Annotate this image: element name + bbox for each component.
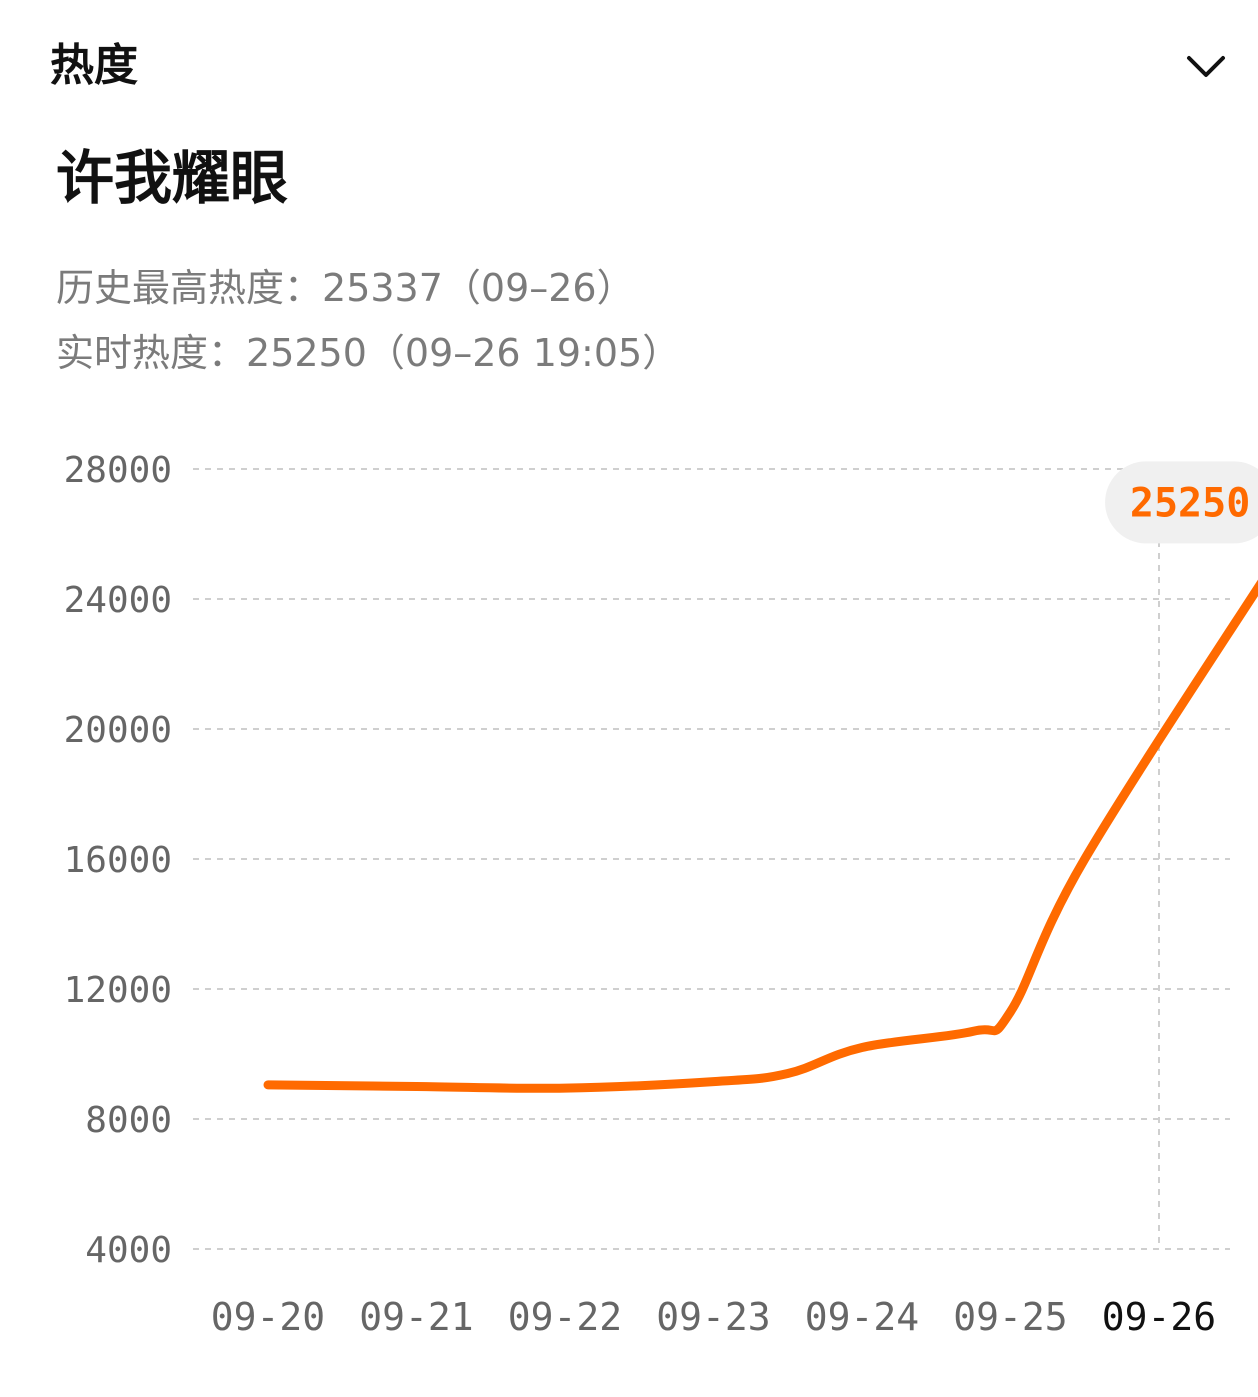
y-tick-label: 12000	[64, 970, 172, 1011]
live-heat-value: 25250	[246, 331, 367, 375]
value-badge	[1105, 461, 1258, 544]
x-tick-label: 09-25	[953, 1295, 1067, 1339]
peak-heat-label: 历史最高热度：	[56, 266, 323, 310]
chevron-down-icon	[1187, 56, 1225, 77]
peak-heat-stat: 历史最高热度：25337（09–26）	[56, 262, 635, 314]
y-tick-label: 24000	[64, 580, 172, 621]
x-tick-label: 09-22	[508, 1295, 622, 1339]
peak-heat-date: （09–26）	[442, 266, 635, 310]
y-tick-label: 4000	[85, 1230, 172, 1271]
x-tick-label: 09-26	[1102, 1295, 1216, 1339]
section-label: 热度	[50, 40, 138, 91]
x-tick-label: 09-23	[656, 1295, 770, 1339]
y-tick-label: 8000	[85, 1100, 172, 1141]
x-tick-label: 09-21	[359, 1295, 473, 1339]
topic-title: 许我耀眼	[56, 144, 289, 212]
heat-series-line	[263, 579, 1258, 1093]
live-heat-stat: 实时热度：25250（09–26 19:05）	[56, 327, 680, 379]
value-badge-label: 25250	[1130, 480, 1250, 526]
y-tick-label: 20000	[64, 710, 172, 751]
collapse-button[interactable]	[1180, 46, 1232, 86]
y-tick-label: 16000	[64, 840, 172, 881]
live-heat-time: （09–26 19:05）	[366, 331, 681, 375]
x-tick-label: 09-24	[805, 1295, 919, 1339]
y-tick-label: 28000	[64, 450, 172, 491]
live-heat-label: 实时热度：	[56, 331, 247, 375]
peak-heat-value: 25337	[322, 266, 443, 310]
x-tick-label: 09-20	[211, 1295, 325, 1339]
